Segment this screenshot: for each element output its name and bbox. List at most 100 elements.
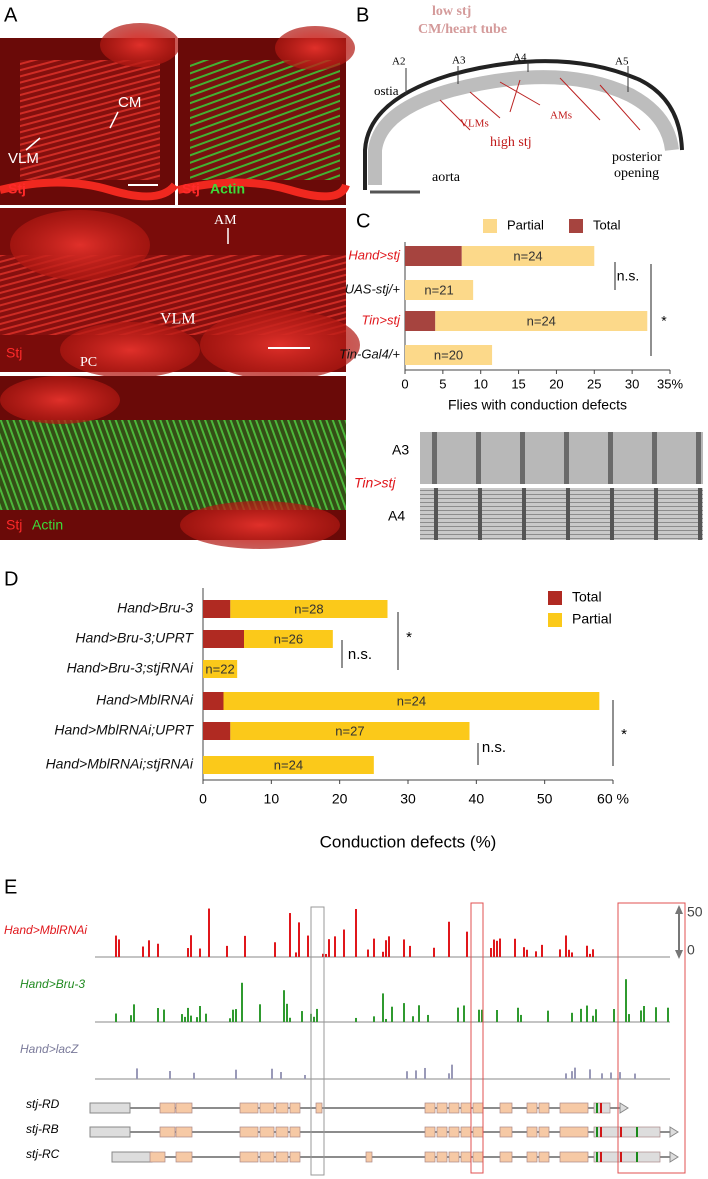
coverage-bar (499, 938, 501, 957)
micrograph-cell (0, 376, 120, 424)
gene-exon (499, 1151, 513, 1163)
micrograph-texture (0, 420, 346, 510)
coverage-bar (385, 940, 387, 957)
coverage-bar (433, 947, 435, 957)
coverage-bar (586, 1005, 588, 1022)
kymograph (420, 488, 703, 540)
bar-segment (203, 692, 224, 710)
coverage-bar (571, 1071, 573, 1079)
coverage-bar (568, 949, 570, 957)
highlight-box (310, 906, 325, 1176)
coverage-bar (328, 939, 330, 957)
significance-label: n.s. (348, 646, 372, 663)
x-tick-label: 20 (332, 791, 348, 807)
coverage-bar (298, 922, 300, 957)
coverage-bar (304, 1074, 306, 1079)
scale-label: 50 (687, 904, 703, 920)
annotation: Actin (32, 517, 63, 533)
gene-exon (472, 1151, 484, 1163)
gene-exon (559, 1151, 589, 1163)
n-label: n=22 (205, 661, 234, 676)
coverage-bar (586, 945, 588, 957)
coverage-bar (115, 935, 117, 957)
coverage-bar (190, 935, 192, 957)
segment-label: A3 (452, 55, 466, 67)
n-label: n=27 (335, 723, 364, 738)
annotation: Stj (6, 345, 22, 361)
coverage-bar (334, 936, 336, 957)
x-tick-label: 10 (264, 791, 280, 807)
coverage-bar (199, 1006, 201, 1022)
x-tick-label: 40 (469, 791, 485, 807)
gene-exon (175, 1151, 193, 1163)
coverage-bar (526, 949, 528, 957)
coverage-bar (316, 1008, 318, 1022)
bar-segment (203, 722, 231, 740)
annotation: CM/heart tube (418, 22, 507, 37)
codon-mark (600, 1152, 602, 1162)
significance-label: n.s. (617, 268, 640, 284)
category-label: Hand>MblRNAi;stjRNAi (46, 756, 194, 772)
coverage-bar (571, 1012, 573, 1022)
coverage-bar (322, 953, 324, 957)
kymograph (420, 432, 703, 484)
micrograph-texture (190, 60, 340, 180)
n-label: n=24 (527, 313, 556, 328)
significance-label: * (661, 313, 667, 329)
panel-label: A (4, 4, 18, 26)
coverage-bar (286, 1003, 288, 1022)
x-tick-label: 5 (439, 376, 446, 391)
legend-swatch (548, 591, 562, 605)
x-tick-label: 60 % (597, 791, 629, 807)
coverage-bar (187, 948, 189, 957)
coverage-bar (148, 940, 150, 957)
gene-exon (460, 1151, 472, 1163)
coverage-bar (355, 1017, 357, 1022)
gene-exon (526, 1151, 538, 1163)
coverage-bar (187, 1007, 189, 1022)
coverage-bar (667, 1007, 669, 1022)
category-label: Tin-Gal4/+ (339, 346, 400, 361)
codon-mark (600, 1127, 602, 1137)
x-tick-label: 35% (657, 376, 683, 391)
coverage-bar (424, 1067, 426, 1079)
coverage-bar (565, 1073, 567, 1079)
micrograph-cell (100, 23, 180, 67)
coverage-bar (235, 1009, 237, 1022)
track-label: Hand>MblRNAi (4, 923, 87, 937)
category-label: Hand>Bru-3;stjRNAi (67, 660, 194, 676)
coverage-bar (535, 951, 537, 957)
gene-exon (424, 1102, 436, 1114)
legend-label: Total (593, 217, 621, 232)
coverage-bar (289, 913, 291, 957)
coverage-bar (373, 1016, 375, 1022)
gene-exon (315, 1102, 323, 1114)
annotation: aorta (432, 170, 461, 185)
panel-label: E (4, 876, 17, 898)
gene-exon (499, 1102, 513, 1114)
kymograph-label: Tin>stj (354, 475, 396, 491)
coverage-bar (481, 1009, 483, 1022)
n-label: n=21 (424, 282, 453, 297)
coverage-bar (592, 1015, 594, 1022)
isoform-label: stj-RD (26, 1097, 60, 1111)
bar-segment (435, 311, 648, 331)
coverage-bar (490, 948, 492, 957)
gene-exon (275, 1102, 289, 1114)
coverage-bar (181, 1014, 183, 1022)
bar-segment (405, 345, 493, 365)
annotation: Stj (182, 181, 200, 197)
coverage-bar (574, 1067, 576, 1079)
coverage-bar (589, 953, 591, 957)
coverage-bar (184, 1016, 186, 1022)
panel-label: C (356, 210, 370, 232)
gene-exon (275, 1151, 289, 1163)
coverage-bar (136, 1068, 138, 1079)
gene-exon (559, 1126, 589, 1138)
coverage-bar (307, 935, 309, 957)
coverage-bar (157, 943, 159, 957)
coverage-bar (514, 938, 516, 957)
coverage-bar (589, 1069, 591, 1079)
coverage-bar (118, 939, 120, 957)
gene-exon (259, 1151, 275, 1163)
